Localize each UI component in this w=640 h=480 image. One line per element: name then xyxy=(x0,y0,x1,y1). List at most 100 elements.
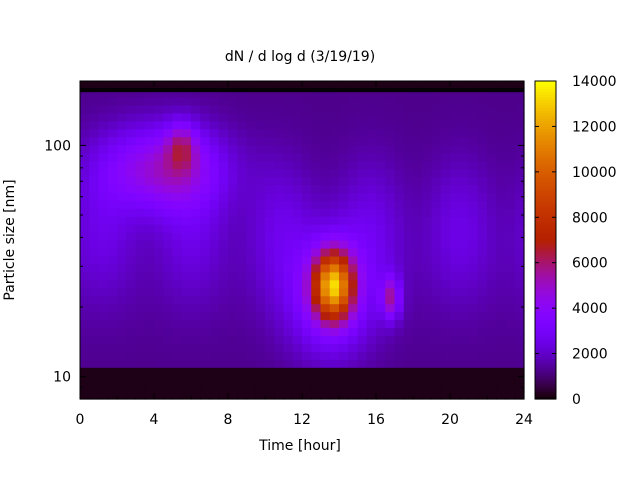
heatmap-cell xyxy=(487,144,497,154)
heatmap-cell xyxy=(505,263,516,273)
heatmap-cell xyxy=(283,255,294,265)
heatmap-cell xyxy=(431,359,442,368)
heatmap-cell xyxy=(144,160,155,170)
heatmap-cell xyxy=(394,279,405,289)
heatmap-cell xyxy=(191,335,201,344)
heatmap-cell xyxy=(348,375,359,384)
heatmap-cell xyxy=(320,240,331,249)
heatmap-cell xyxy=(218,144,229,154)
heatmap-cell xyxy=(302,367,312,376)
heatmap-cell xyxy=(246,96,257,106)
heatmap-cell xyxy=(394,160,405,170)
heatmap-cell xyxy=(292,152,303,162)
heatmap-cell xyxy=(246,263,257,273)
heatmap-cell xyxy=(274,351,285,360)
heatmap-cell xyxy=(468,247,479,257)
heatmap-cell xyxy=(376,383,386,392)
heatmap-cell xyxy=(320,367,331,376)
heatmap-cell xyxy=(422,367,433,376)
heatmap-cell xyxy=(237,128,248,138)
heatmap-cell xyxy=(283,247,294,257)
heatmap-cell xyxy=(329,255,340,265)
heatmap-cell xyxy=(191,184,201,193)
heatmap-cell xyxy=(320,303,331,313)
heatmap-cell xyxy=(191,247,201,257)
heatmap-cell xyxy=(339,319,349,329)
heatmap-cell xyxy=(320,200,331,209)
heatmap-cell xyxy=(89,311,100,321)
heatmap-cell xyxy=(311,343,322,352)
heatmap-cell xyxy=(144,303,155,313)
heatmap-cell xyxy=(450,96,460,106)
heatmap-cell xyxy=(228,303,238,313)
heatmap-cell xyxy=(487,287,497,297)
heatmap-cell xyxy=(413,120,423,130)
heatmap-cell xyxy=(218,208,229,217)
heatmap-cell xyxy=(283,279,294,289)
heatmap-cell xyxy=(403,319,414,329)
colorbar-segment xyxy=(535,123,556,127)
heatmap-cell xyxy=(339,263,349,273)
heatmap-cell xyxy=(172,295,183,305)
heatmap-cell xyxy=(200,192,211,201)
heatmap-cell xyxy=(265,168,275,177)
heatmap-cell xyxy=(440,200,451,209)
heatmap-cell xyxy=(265,128,275,138)
heatmap-cell xyxy=(246,88,257,98)
heatmap-cell xyxy=(329,224,340,233)
heatmap-cell xyxy=(117,391,127,400)
heatmap-cell xyxy=(80,351,90,360)
heatmap-cell xyxy=(348,287,359,297)
heatmap-cell xyxy=(80,295,90,305)
heatmap-cell xyxy=(89,383,100,392)
heatmap-cell xyxy=(477,160,488,170)
heatmap-cell xyxy=(218,88,229,98)
heatmap-cell xyxy=(117,311,127,321)
heatmap-cell xyxy=(514,200,525,209)
heatmap-cell xyxy=(311,383,322,392)
heatmap-cell xyxy=(117,247,127,257)
colorbar-segment xyxy=(535,181,556,185)
heatmap-cell xyxy=(302,152,312,162)
heatmap-cell xyxy=(329,232,340,241)
heatmap-cell xyxy=(107,232,118,241)
heatmap-cell xyxy=(366,303,377,313)
heatmap-cell xyxy=(440,184,451,193)
heatmap-cell xyxy=(154,176,164,185)
heatmap-cell xyxy=(209,359,220,368)
heatmap-cell xyxy=(172,120,183,130)
heatmap-cell xyxy=(237,391,248,400)
heatmap-cell xyxy=(487,359,497,368)
heatmap-cell xyxy=(80,160,90,170)
heatmap-cell xyxy=(98,136,109,146)
heatmap-cell xyxy=(98,255,109,265)
heatmap-cell xyxy=(302,112,312,122)
heatmap-cell xyxy=(98,263,109,273)
heatmap-cell xyxy=(144,295,155,305)
colorbar-segment xyxy=(535,338,556,342)
heatmap-cell xyxy=(431,335,442,344)
heatmap-cell xyxy=(80,319,90,329)
heatmap-cell xyxy=(218,271,229,281)
heatmap-cell xyxy=(487,240,497,249)
heatmap-cell xyxy=(274,287,285,297)
heatmap-cell xyxy=(89,152,100,162)
heatmap-cell xyxy=(413,224,423,233)
heatmap-cell xyxy=(450,88,460,98)
heatmap-cell xyxy=(366,160,377,170)
heatmap-cell xyxy=(468,383,479,392)
heatmap-cell xyxy=(172,232,183,241)
heatmap-cell xyxy=(89,88,100,98)
heatmap-cell xyxy=(265,391,275,400)
heatmap-cell xyxy=(348,112,359,122)
heatmap-cell xyxy=(265,335,275,344)
heatmap-cell xyxy=(89,343,100,352)
heatmap-cell xyxy=(413,343,423,352)
heatmap-cell xyxy=(237,176,248,185)
colorbar-segment xyxy=(535,316,556,321)
heatmap-cell xyxy=(89,247,100,257)
heatmap-cell xyxy=(376,343,386,352)
heatmap-cell xyxy=(135,128,146,138)
heatmap-cell xyxy=(191,383,201,392)
heatmap-cell xyxy=(487,375,497,384)
